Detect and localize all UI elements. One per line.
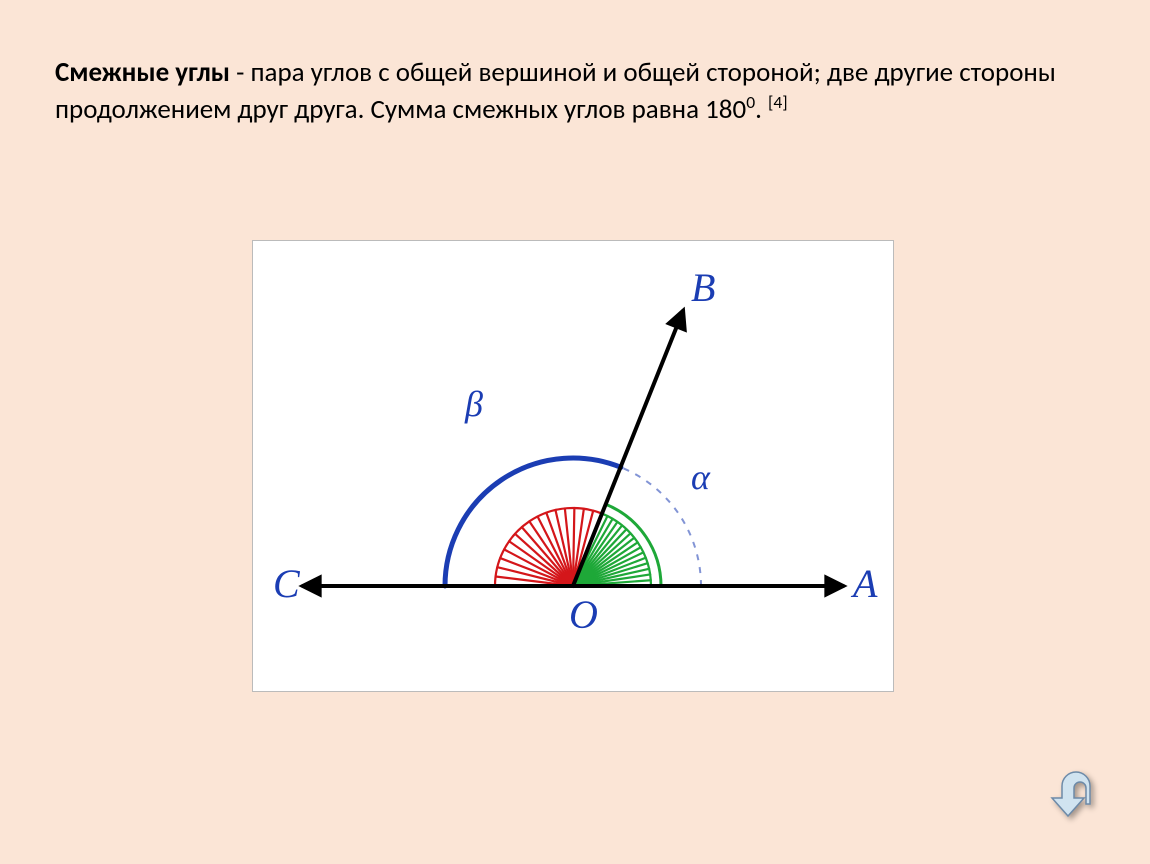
label-B: B: [691, 265, 715, 310]
adjacent-angles-diagram: A C B Oα β: [252, 240, 894, 692]
definition-text: Смежные углы - пара углов с общей вершин…: [55, 55, 1095, 129]
label-C: C: [273, 561, 301, 606]
u-turn-icon: [1052, 772, 1090, 816]
citation-ref: [4]: [768, 91, 788, 113]
label-A: A: [850, 561, 878, 606]
after-sup: .: [755, 93, 768, 126]
label-α: α: [691, 457, 711, 497]
angle-alpha-hatch: [573, 514, 651, 586]
label-O: O: [569, 592, 598, 637]
slide: Смежные углы - пара углов с общей вершин…: [0, 0, 1150, 864]
back-button[interactable]: [1044, 766, 1108, 822]
label-β: β: [464, 384, 483, 424]
degree-sup: 0: [746, 91, 755, 113]
ray-OB: [573, 311, 683, 586]
term-bold: Смежные углы: [55, 56, 230, 89]
